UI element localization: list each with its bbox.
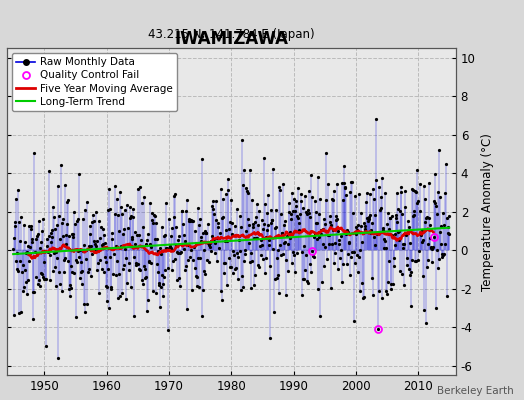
Legend: Raw Monthly Data, Quality Control Fail, Five Year Moving Average, Long-Term Tren: Raw Monthly Data, Quality Control Fail, …: [12, 53, 177, 111]
Text: 43.215 N, 141.784 E (Japan): 43.215 N, 141.784 E (Japan): [148, 28, 315, 42]
Text: Berkeley Earth: Berkeley Earth: [437, 386, 514, 396]
Y-axis label: Temperature Anomaly (°C): Temperature Anomaly (°C): [481, 133, 494, 290]
Title: IWAMIZAWA: IWAMIZAWA: [174, 30, 288, 48]
